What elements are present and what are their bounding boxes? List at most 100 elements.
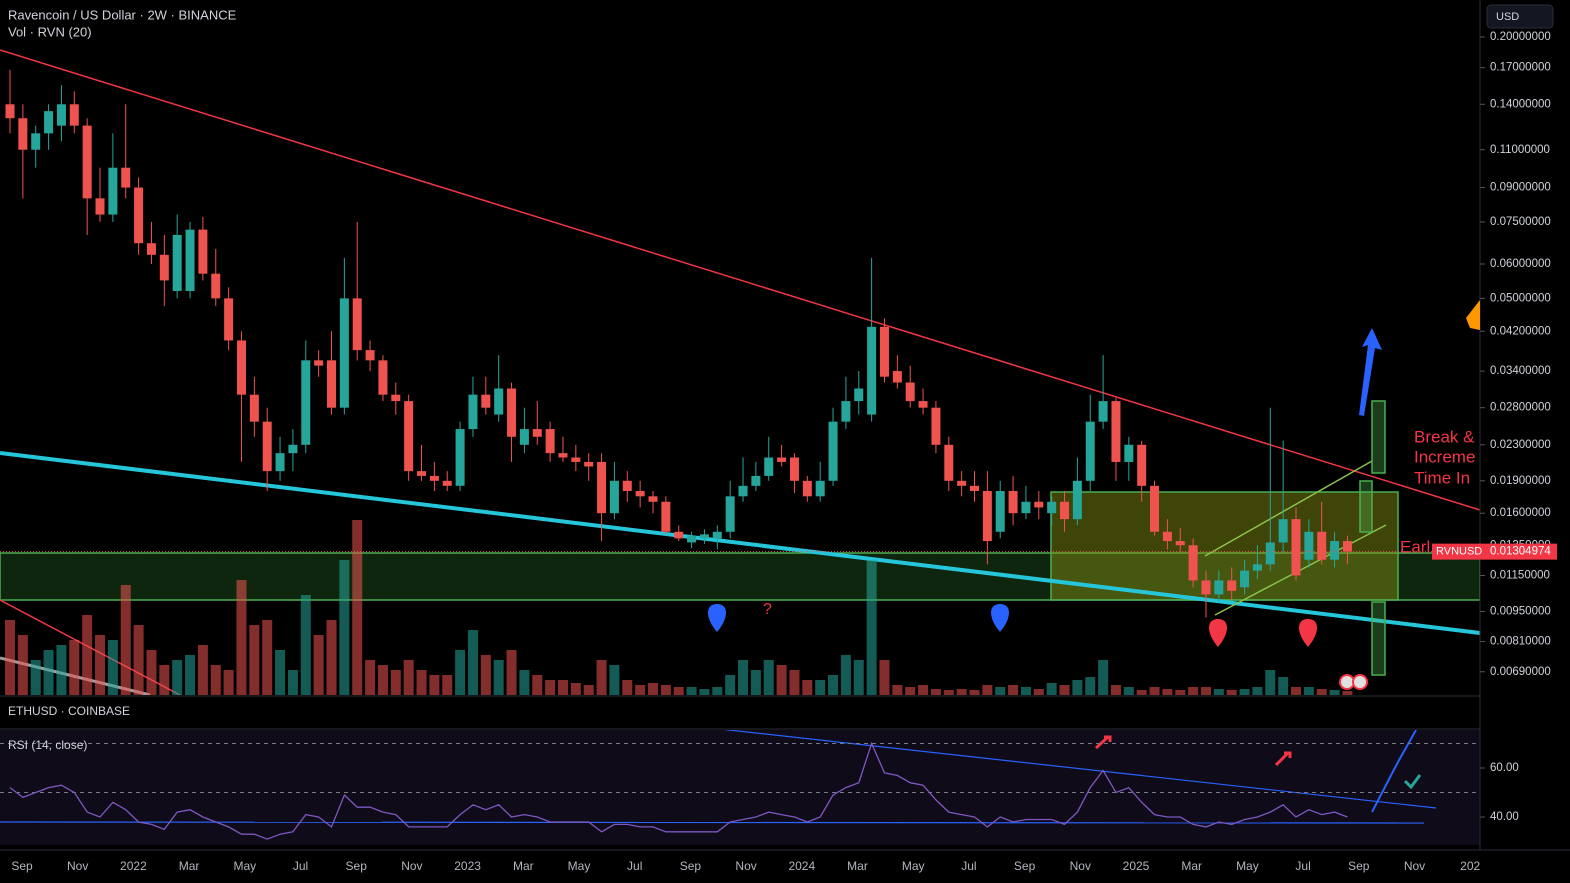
volume-bar — [69, 640, 80, 695]
candle-body — [339, 298, 349, 408]
volume-bar — [1110, 685, 1121, 695]
event-icon[interactable] — [1339, 674, 1355, 690]
candle-body — [545, 429, 555, 454]
candle-body — [1098, 401, 1108, 422]
candle-body — [802, 480, 812, 497]
volume-bar — [493, 660, 504, 695]
volume-bar — [879, 660, 890, 695]
y-tick-label: 0.01900000 — [1490, 475, 1551, 487]
volume-bar — [56, 645, 67, 695]
candle-body — [1278, 519, 1288, 543]
red-arrow — [1094, 735, 1112, 750]
candle-body — [712, 531, 722, 539]
candle-body — [1304, 531, 1314, 560]
price-tag-symbol: RVNUSD — [1436, 546, 1482, 558]
event-icon[interactable] — [1352, 674, 1368, 690]
candle-body — [211, 273, 221, 299]
currency-button[interactable] — [1486, 4, 1554, 29]
volume-bar — [1175, 690, 1186, 695]
annotation: Earl — [1400, 537, 1430, 556]
candle-body — [69, 104, 79, 126]
volume-bar — [815, 680, 826, 695]
candle-body — [1111, 401, 1121, 462]
candle-body — [352, 298, 362, 351]
volume-bar — [660, 685, 671, 695]
x-tick-label: 202 — [1460, 859, 1480, 873]
rsi-drawings — [0, 730, 1437, 824]
range-box — [1050, 491, 1399, 601]
rsi-background — [0, 730, 1480, 845]
volume-bar — [750, 670, 761, 695]
volume-bar — [1008, 685, 1019, 695]
volume-bar — [956, 689, 967, 695]
candle-body — [44, 111, 54, 134]
volume-bar — [197, 645, 208, 695]
volume-bar — [403, 660, 414, 695]
volume-bar — [236, 580, 247, 695]
volume-bar — [635, 685, 646, 695]
candle-body — [892, 371, 902, 383]
candle-body — [327, 360, 336, 408]
main-pane: Break &Increme Time In Earl? — [0, 49, 1480, 695]
candle-body — [108, 167, 118, 215]
candle-body — [558, 453, 568, 458]
volume-bar — [930, 689, 941, 695]
logo-fragment — [1466, 300, 1480, 330]
candle-body — [931, 407, 941, 445]
x-tick-label: Mar — [179, 859, 200, 873]
x-tick-label: 2024 — [788, 859, 815, 873]
candle-body — [56, 104, 66, 126]
y-tick-label: 0.17000000 — [1490, 62, 1551, 74]
volume-bar — [570, 683, 581, 695]
volume-bar — [172, 660, 183, 695]
up-arrow — [1359, 328, 1382, 416]
volume-bar — [905, 687, 916, 695]
volume-bar — [210, 665, 221, 695]
x-tick-label: May — [1236, 859, 1259, 873]
candle-body — [391, 394, 401, 402]
candle-body — [185, 229, 195, 291]
volume-bar — [95, 635, 106, 695]
candle-body — [841, 401, 851, 422]
y-tick-label: 0.20000000 — [1490, 31, 1551, 43]
x-tick-label: Mar — [1181, 859, 1202, 873]
volume-bar — [1149, 687, 1160, 695]
volume-bar — [185, 655, 196, 695]
volume-bar — [545, 680, 556, 695]
volume-bar — [712, 687, 723, 695]
volume-bar — [519, 670, 530, 695]
candle-body — [481, 394, 491, 408]
x-tick-label: Nov — [401, 859, 422, 873]
x-tick-label: Jul — [961, 859, 976, 873]
red-arrow — [1274, 751, 1292, 767]
candle-body — [879, 326, 889, 377]
volume-bar — [1200, 687, 1211, 695]
volume-bar — [416, 670, 427, 695]
candle-body — [1342, 541, 1352, 552]
y-tick-label: 0.05000000 — [1490, 292, 1551, 304]
y-tick-label: 0.06000000 — [1490, 258, 1551, 270]
candle-body — [1227, 580, 1237, 591]
volume-bar — [1303, 687, 1314, 695]
volume-bar — [866, 560, 877, 695]
projection-box — [1371, 601, 1386, 676]
candle-body — [121, 167, 131, 188]
candle-body — [1047, 501, 1057, 514]
x-tick-label: Jul — [627, 859, 642, 873]
volume-bar — [1252, 687, 1263, 695]
price-tag-value: 0.01304974 — [1490, 546, 1551, 558]
volume-bar — [365, 660, 376, 695]
candle-body — [944, 444, 954, 481]
candle-body — [1188, 545, 1198, 581]
volume-bar — [1123, 687, 1134, 695]
volume-bar — [1188, 687, 1199, 695]
x-tick-label: Jul — [293, 859, 308, 873]
volume-bar — [480, 655, 491, 695]
volume-bar — [1046, 683, 1057, 695]
rsi-trendline — [723, 730, 1437, 809]
volume-bar — [853, 660, 864, 695]
x-tick-label: Mar — [513, 859, 534, 873]
x-tick-label: Sep — [680, 859, 702, 873]
volume-bar — [146, 650, 157, 695]
